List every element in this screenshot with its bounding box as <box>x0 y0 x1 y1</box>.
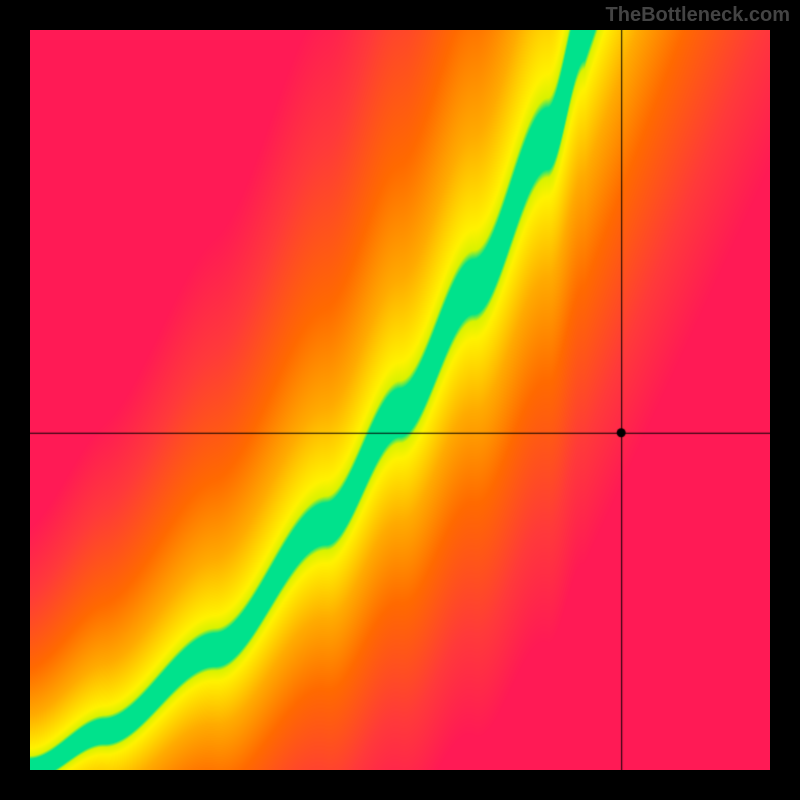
watermark-text: TheBottleneck.com <box>606 4 790 27</box>
plot-area <box>30 30 770 770</box>
chart-container: TheBottleneck.com <box>0 0 800 800</box>
heatmap-canvas <box>30 30 770 770</box>
